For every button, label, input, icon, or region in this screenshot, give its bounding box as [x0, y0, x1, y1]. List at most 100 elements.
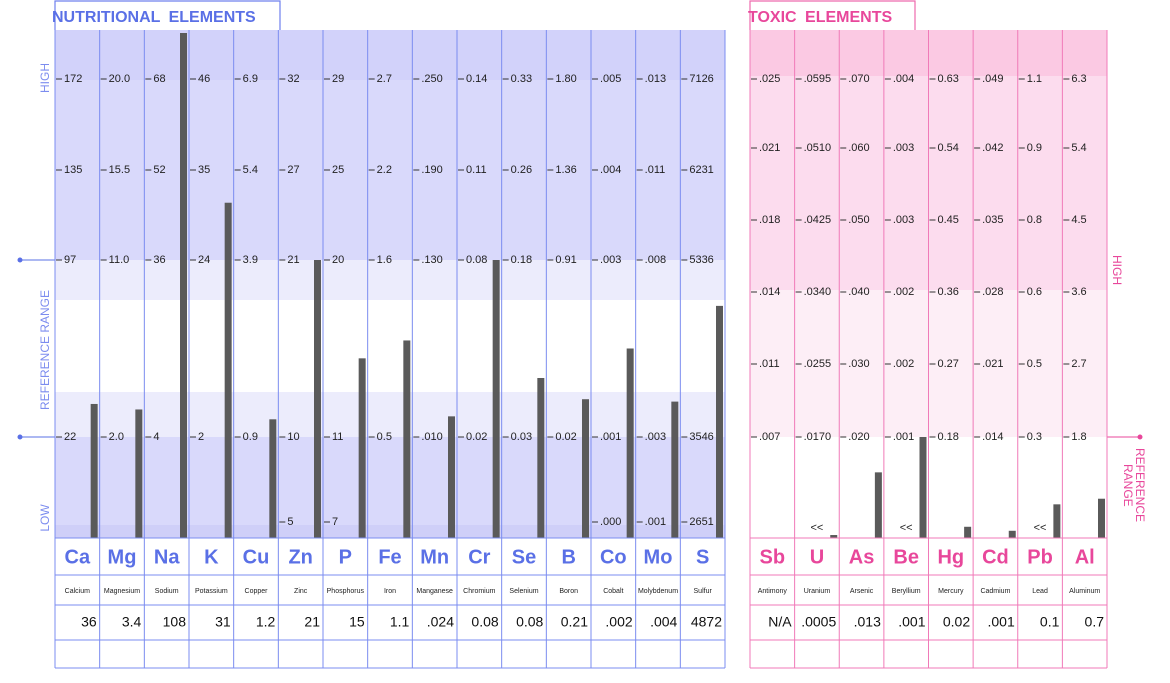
tick-label: 0.9: [1027, 142, 1042, 154]
result-bar: [180, 33, 187, 538]
element-symbol: Ca: [65, 546, 91, 568]
tick-label: 36: [153, 254, 165, 266]
element-name: Cobalt: [603, 588, 623, 595]
element-value: 31: [215, 614, 231, 630]
result-bar: [964, 526, 972, 538]
tick-label: .014: [759, 286, 780, 298]
tick-label: 32: [287, 73, 299, 85]
tick-label: 6.9: [243, 73, 258, 85]
tick-label: .0170: [804, 431, 832, 443]
element-name: Mercury: [938, 588, 964, 595]
tick-label: 0.08: [466, 254, 487, 266]
tick-label: .060: [848, 142, 869, 154]
toxic-high-label: HIGH: [1110, 255, 1124, 285]
element-value: 1.1: [390, 614, 410, 630]
result-bar: [671, 401, 679, 538]
tick-label: 0.91: [555, 254, 576, 266]
element-symbol: K: [204, 546, 219, 568]
tick-label: 27: [287, 164, 299, 176]
tick-label: 5: [287, 516, 293, 528]
element-name: Aluminum: [1069, 588, 1100, 595]
element-value: 15: [349, 614, 365, 630]
high-label: HIGH: [38, 63, 52, 93]
tick-label: .025: [759, 73, 780, 85]
element-symbol: Co: [600, 546, 627, 568]
tick-label: 22: [64, 431, 76, 443]
tick-label: 1.8: [1071, 431, 1086, 443]
tick-label: 1.1: [1027, 73, 1042, 85]
tick-label: 10: [287, 431, 299, 443]
element-name: Sulfur: [694, 588, 713, 595]
tick-label: .011: [645, 164, 666, 176]
element-name: Selenium: [509, 588, 538, 595]
tick-label: 25: [332, 164, 344, 176]
element-name: Molybdenum: [638, 588, 678, 595]
tick-label: 21: [287, 254, 299, 266]
tick-label: .002: [893, 358, 914, 370]
tick-label: 0.5: [1027, 358, 1042, 370]
tick-label: 0.5: [377, 431, 392, 443]
tick-label: 97: [64, 254, 76, 266]
nutritional-background: [55, 30, 725, 538]
tick-label: 172: [64, 73, 82, 85]
element-symbol: Mg: [108, 546, 137, 568]
tick-label: 0.11: [466, 164, 487, 176]
element-symbol: Hg: [937, 546, 964, 568]
tick-label: 2.0: [109, 431, 124, 443]
element-symbol: Mn: [420, 546, 449, 568]
toxic-reference-holder: REFERENCE RANGE: [1121, 448, 1147, 522]
element-name: Iron: [384, 588, 396, 595]
tick-label: .003: [600, 254, 621, 266]
element-name: Beryllium: [892, 588, 921, 595]
tick-label: 1.80: [555, 73, 576, 85]
element-name: Zinc: [294, 588, 308, 595]
element-value: 1.2: [256, 614, 276, 630]
tick-label: .003: [645, 431, 666, 443]
result-bar: [874, 472, 882, 538]
tick-label: 0.54: [938, 142, 959, 154]
tick-label: 0.02: [466, 431, 487, 443]
nutritional-tab: [54, 0, 281, 30]
element-name: Antimony: [758, 588, 788, 595]
element-value: .001: [988, 614, 1015, 630]
nutritional-title: NUTRITIONAL ELEMENTS: [52, 9, 256, 26]
tick-label: 5.4: [1071, 142, 1086, 154]
result-bar: [448, 416, 455, 538]
tick-label: .011: [759, 358, 780, 370]
element-name: Copper: [245, 588, 269, 595]
result-bar: [90, 403, 98, 538]
tick-label: 5336: [689, 254, 713, 266]
tick-label: 2.2: [377, 164, 392, 176]
tick-label: .008: [645, 254, 666, 266]
tick-label: 2: [198, 431, 204, 443]
element-value: .004: [650, 614, 677, 630]
tick-label: .018: [759, 214, 780, 226]
element-value: .002: [605, 614, 632, 630]
reference-label: REFERENCE RANGE: [38, 290, 52, 410]
tick-label: 135: [64, 164, 82, 176]
tick-label: 5.4: [243, 164, 258, 176]
tick-label: 0.3: [1027, 431, 1042, 443]
result-bar: [582, 399, 589, 538]
element-symbol: B: [561, 546, 575, 568]
tick-label: 4: [153, 431, 159, 443]
tick-label: .013: [645, 73, 666, 85]
tick-label: 20: [332, 254, 344, 266]
element-value: .013: [854, 614, 881, 630]
tick-label: 0.33: [511, 73, 532, 85]
tick-label: .001: [645, 516, 666, 528]
element-symbol: S: [696, 546, 709, 568]
tick-label: .007: [759, 431, 780, 443]
tick-label: .0595: [804, 73, 832, 85]
tick-label: .014: [982, 431, 1003, 443]
element-symbol: U: [810, 546, 824, 568]
tick-label: 35: [198, 164, 210, 176]
element-name: Uranium: [804, 588, 831, 595]
tick-label: 15.5: [109, 164, 130, 176]
element-symbol: Pb: [1027, 546, 1053, 568]
tick-label: .004: [893, 73, 914, 85]
element-symbol: Cu: [243, 546, 270, 568]
tick-label: 0.02: [555, 431, 576, 443]
element-name: Calcium: [65, 588, 90, 595]
tick-label: 20.0: [109, 73, 130, 85]
